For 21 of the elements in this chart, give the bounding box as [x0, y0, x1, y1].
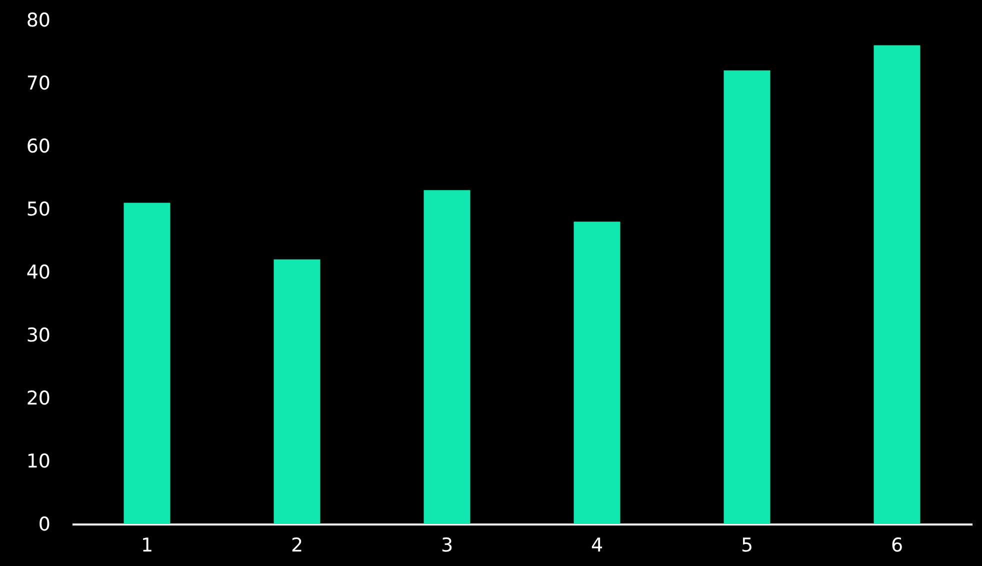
- bar: [124, 202, 170, 524]
- y-tick-label: 60: [26, 136, 50, 158]
- bar: [274, 259, 320, 524]
- y-tick-label: 20: [26, 388, 50, 410]
- y-tick-label: 0: [38, 514, 50, 536]
- x-tick-label: 5: [740, 534, 754, 556]
- y-tick-label: 70: [26, 72, 50, 94]
- y-tick-label: 10: [26, 450, 50, 472]
- x-tick-label: 3: [440, 534, 454, 556]
- bar: [424, 190, 470, 524]
- x-tick-label: 2: [290, 534, 304, 556]
- y-tick-label: 50: [26, 198, 50, 220]
- bar: [574, 222, 620, 524]
- x-tick-label: 6: [890, 534, 904, 556]
- x-tick-label: 4: [590, 534, 604, 556]
- bar: [724, 70, 770, 524]
- y-tick-label: 80: [26, 10, 50, 32]
- y-tick-label: 40: [26, 262, 50, 284]
- x-tick-label: 1: [140, 534, 154, 556]
- y-tick-label: 30: [26, 324, 50, 346]
- bar: [874, 45, 920, 524]
